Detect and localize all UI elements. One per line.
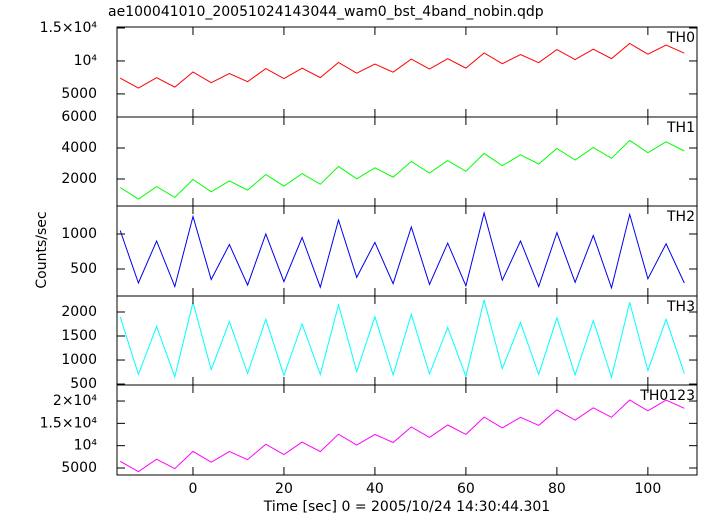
y-tick-label: 6000	[61, 109, 97, 125]
light-curve	[119, 42, 685, 89]
y-tick-label: 10⁴	[74, 438, 98, 454]
y-tick-label: 10⁴	[74, 53, 98, 69]
panel-label: TH0	[666, 30, 695, 46]
x-tick-label: 20	[275, 481, 293, 497]
x-tick-label: 60	[457, 481, 475, 497]
panel-label: TH2	[666, 209, 695, 225]
y-axis-label: Counts/sec	[34, 211, 50, 288]
x-axis-label: Time [sec] 0 = 2005/10/24 14:30:44.301	[263, 499, 550, 515]
panel-frame	[116, 26, 698, 118]
y-tick-label: 1000	[61, 352, 97, 368]
light-curve	[119, 211, 685, 290]
panel-frame	[116, 116, 698, 207]
x-tick-label: 40	[366, 481, 384, 497]
x-tick-label: 80	[548, 481, 566, 497]
x-tick-label: 100	[635, 481, 662, 497]
y-tick-label: 2000	[61, 304, 97, 320]
light-curve	[119, 139, 685, 200]
y-tick-label: 1.5×10⁴	[40, 20, 98, 36]
y-tick-label: 5000	[61, 460, 97, 476]
y-tick-label: 1500	[61, 328, 97, 344]
panel-label: TH3	[666, 299, 695, 315]
chart-title: ae100041010_20051024143044_wam0_bst_4ban…	[108, 4, 544, 20]
panel-frame	[116, 384, 698, 476]
y-tick-label: 1000	[61, 226, 97, 242]
y-tick-label: 2×10⁴	[53, 393, 97, 409]
light-curve	[119, 299, 685, 380]
y-tick-label: 5000	[61, 86, 97, 102]
y-tick-label: 1.5×10⁴	[40, 415, 98, 431]
y-tick-label: 4000	[61, 140, 97, 156]
y-tick-label: 500	[70, 376, 97, 392]
y-tick-label: 2000	[61, 171, 97, 187]
y-tick-label: 500	[70, 261, 97, 277]
light-curve	[119, 399, 685, 473]
panel-label: TH0123	[639, 388, 695, 404]
x-tick-label: 0	[189, 481, 198, 497]
panel-label: TH1	[666, 120, 695, 136]
